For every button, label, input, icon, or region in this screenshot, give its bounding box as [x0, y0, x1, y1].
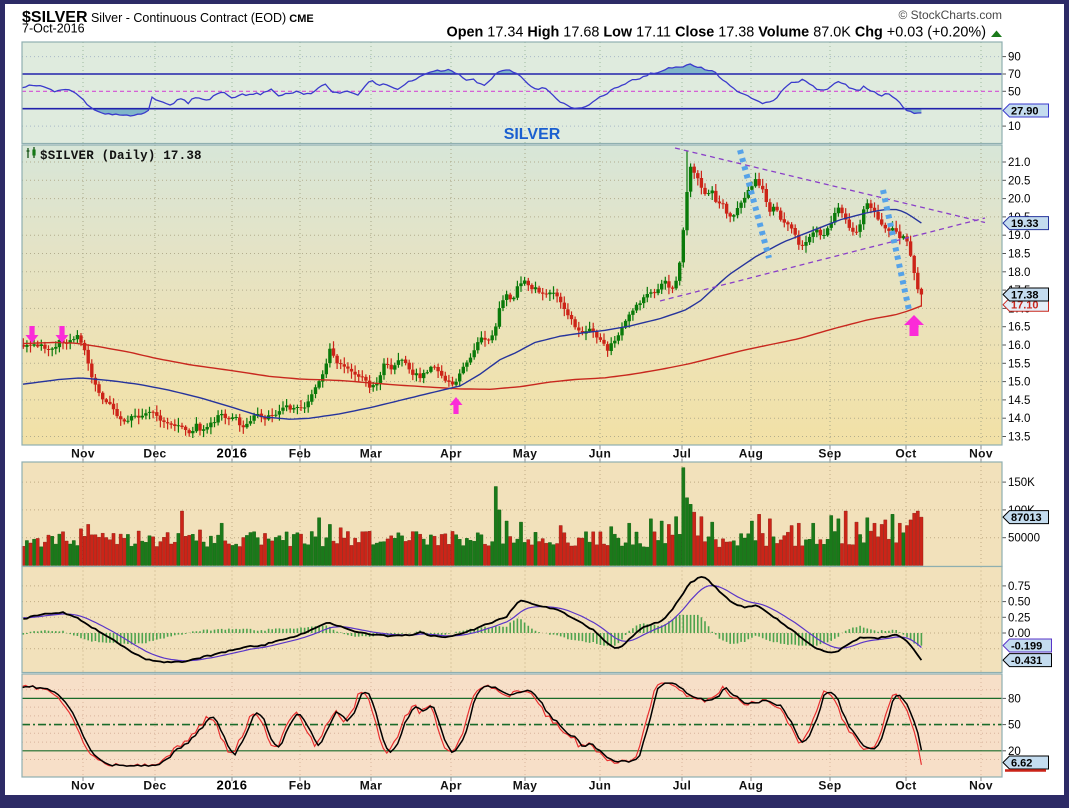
svg-text:0.75: 0.75 — [1008, 581, 1030, 593]
svg-text:Feb: Feb — [289, 779, 312, 793]
svg-text:May: May — [513, 447, 538, 461]
svg-text:50: 50 — [1008, 720, 1021, 732]
svg-text:15.5: 15.5 — [1008, 358, 1030, 370]
svg-text:Nov: Nov — [71, 779, 95, 793]
svg-text:0.25: 0.25 — [1008, 612, 1030, 624]
svg-text:0.00: 0.00 — [1008, 628, 1030, 640]
svg-text:50: 50 — [1008, 86, 1021, 98]
svg-text:70: 70 — [1008, 69, 1021, 81]
svg-text:20: 20 — [1008, 746, 1021, 758]
svg-text:Nov: Nov — [969, 447, 993, 461]
svg-text:Jun: Jun — [589, 779, 612, 793]
svg-text:Nov: Nov — [969, 779, 993, 793]
svg-text:Mar: Mar — [360, 779, 383, 793]
svg-text:Dec: Dec — [143, 779, 166, 793]
svg-text:© StockCharts.com: © StockCharts.com — [898, 8, 1002, 22]
svg-text:-0.199: -0.199 — [1011, 640, 1042, 652]
svg-text:16.5: 16.5 — [1008, 322, 1030, 334]
svg-text:17.38: 17.38 — [1011, 289, 1039, 301]
svg-text:Dec: Dec — [143, 447, 166, 461]
svg-text:Apr: Apr — [440, 779, 462, 793]
svg-text:-0.431: -0.431 — [1011, 655, 1042, 667]
svg-text:Feb: Feb — [289, 447, 312, 461]
svg-text:19.33: 19.33 — [1011, 218, 1039, 230]
svg-text:2016: 2016 — [217, 446, 248, 461]
svg-text:13.5: 13.5 — [1008, 432, 1030, 444]
svg-text:6.62: 6.62 — [1011, 757, 1032, 769]
svg-text:SILVER: SILVER — [504, 126, 561, 143]
svg-text:Aug: Aug — [739, 447, 764, 461]
svg-text:150K: 150K — [1008, 477, 1035, 489]
svg-text:Jul: Jul — [673, 779, 692, 793]
svg-text:18.0: 18.0 — [1008, 267, 1030, 279]
svg-text:21.0: 21.0 — [1008, 157, 1030, 169]
svg-text:Sep: Sep — [818, 779, 841, 793]
svg-text:$SILVER Silver - Continuous Co: $SILVER Silver - Continuous Contract (EO… — [22, 9, 314, 26]
svg-text:Open 17.34 High 17.68 Low 17.1: Open 17.34 High 17.68 Low 17.11 Close 17… — [447, 25, 986, 41]
svg-text:Nov: Nov — [71, 447, 95, 461]
svg-text:Oct: Oct — [895, 779, 916, 793]
svg-text:2016: 2016 — [217, 778, 248, 793]
svg-text:May: May — [513, 779, 538, 793]
svg-text:7-Oct-2016: 7-Oct-2016 — [22, 22, 85, 36]
svg-text:Jul: Jul — [673, 447, 692, 461]
svg-text:Sep: Sep — [818, 447, 841, 461]
svg-text:0.50: 0.50 — [1008, 597, 1030, 609]
svg-text:50000: 50000 — [1008, 533, 1040, 545]
svg-text:20.0: 20.0 — [1008, 194, 1030, 206]
svg-text:Mar: Mar — [360, 447, 383, 461]
svg-text:10: 10 — [1008, 121, 1021, 133]
svg-text:16.0: 16.0 — [1008, 340, 1030, 352]
svg-text:15.0: 15.0 — [1008, 377, 1030, 389]
svg-text:80: 80 — [1008, 693, 1021, 705]
svg-text:Oct: Oct — [895, 447, 916, 461]
svg-text:18.5: 18.5 — [1008, 249, 1030, 261]
svg-text:14.0: 14.0 — [1008, 413, 1030, 425]
svg-text:90: 90 — [1008, 52, 1021, 64]
svg-text:17.10: 17.10 — [1011, 300, 1039, 312]
svg-text:20.5: 20.5 — [1008, 175, 1030, 187]
svg-text:Aug: Aug — [739, 779, 764, 793]
svg-text:$SILVER (Daily) 17.38: $SILVER (Daily) 17.38 — [40, 149, 202, 163]
svg-text:27.90: 27.90 — [1011, 105, 1039, 117]
svg-text:14.5: 14.5 — [1008, 395, 1030, 407]
svg-text:Apr: Apr — [440, 447, 462, 461]
svg-text:19.0: 19.0 — [1008, 230, 1030, 242]
svg-text:Jun: Jun — [589, 447, 612, 461]
svg-text:87013: 87013 — [1011, 512, 1042, 524]
